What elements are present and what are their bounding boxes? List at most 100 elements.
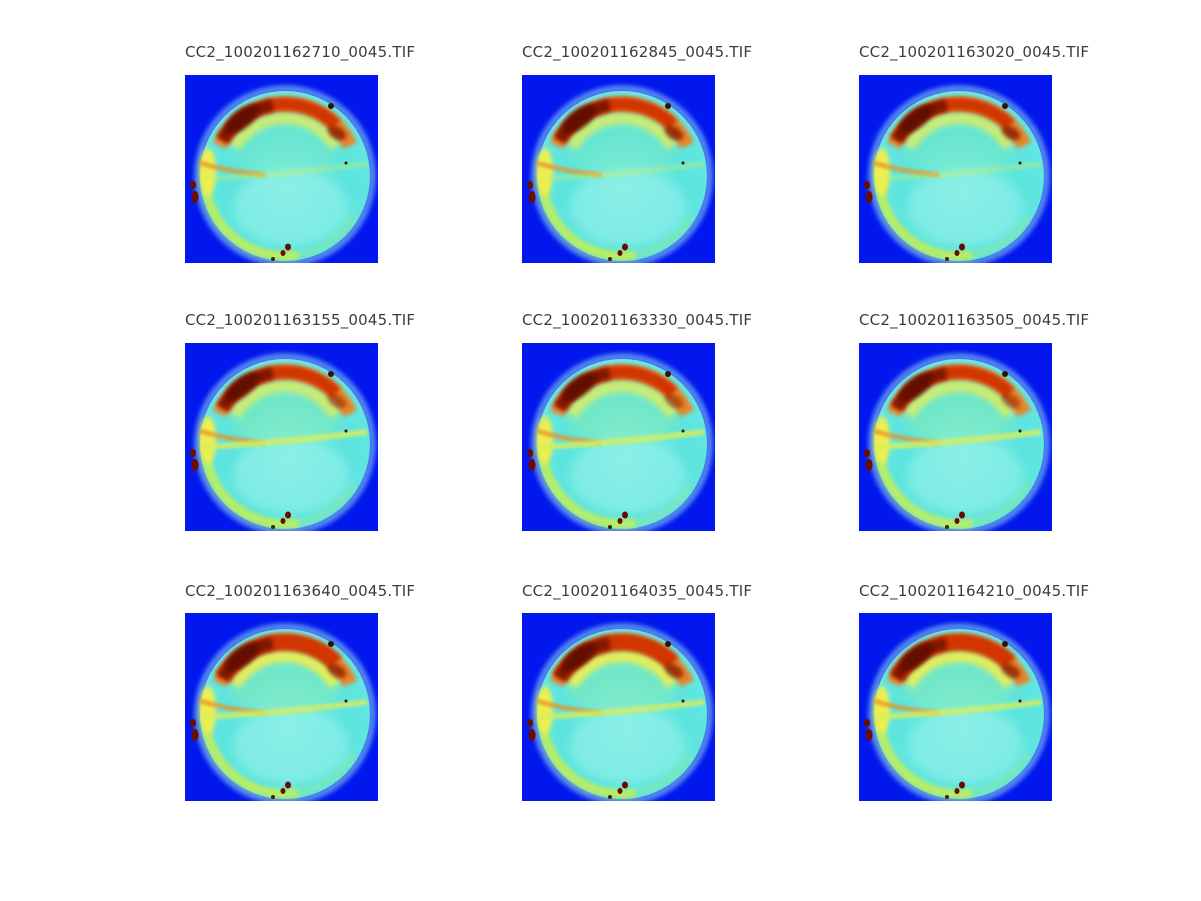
disc-lower-light	[570, 438, 686, 514]
speck-bottom-3	[945, 525, 949, 529]
speck-left-upper	[527, 181, 533, 189]
band-yellow-inner	[229, 650, 341, 689]
speck-left-upper	[864, 181, 870, 189]
speck-left-lower	[528, 459, 536, 471]
disc-halo	[194, 353, 376, 531]
figure-tile: CC2_100201163640_0045.TIF	[185, 583, 455, 801]
speck-right-mid	[681, 699, 685, 703]
speck-right-mid	[344, 429, 348, 433]
speck-group	[527, 641, 685, 799]
speck-bottom-3	[608, 525, 612, 529]
figure-tile: CC2_100201162710_0045.TIF	[185, 44, 455, 263]
disc-upper-green	[566, 389, 678, 445]
speck-bottom-3	[271, 795, 275, 799]
speck-left-lower	[865, 729, 873, 741]
disc-lower-light	[233, 170, 349, 246]
disc-lower-light	[907, 170, 1023, 246]
disc-upper-green	[903, 659, 1015, 715]
speck-bottom-2	[280, 788, 286, 794]
speck-bottom-2	[954, 250, 960, 256]
speck-top-right	[328, 103, 334, 109]
disc-upper-green	[229, 389, 341, 445]
speck-bottom-2	[617, 518, 623, 524]
speck-right-mid	[681, 429, 685, 433]
right-dark-blob	[1001, 663, 1021, 679]
tile-title: CC2_100201163330_0045.TIF	[522, 311, 753, 329]
disc-halo	[868, 85, 1050, 263]
speck-group	[864, 641, 1022, 799]
speck-left-upper	[864, 719, 870, 727]
disc-lower-light	[907, 708, 1023, 784]
speck-top-right	[665, 641, 671, 647]
figure-tile: CC2_100201163330_0045.TIF	[522, 312, 792, 531]
mid-band	[539, 429, 705, 450]
speck-left-upper	[190, 719, 196, 727]
speck-top-right	[665, 103, 671, 109]
rim-green	[298, 482, 358, 527]
figure-tile: CC2_100201164035_0045.TIF	[522, 583, 792, 801]
tile-image	[522, 343, 715, 531]
tile-title: CC2_100201163640_0045.TIF	[185, 582, 416, 600]
speck-bottom-1	[622, 511, 628, 519]
disc-upper-green	[903, 121, 1015, 177]
tile-title: CC2_100201163020_0045.TIF	[859, 43, 1090, 61]
rim-green	[972, 214, 1032, 259]
band-yellow-inner	[229, 112, 341, 151]
speck-left-lower	[865, 459, 873, 471]
rim-green	[635, 752, 695, 797]
speck-bottom-1	[285, 243, 291, 251]
band-yellow-inner	[566, 112, 678, 151]
tile-title: CC2_100201164210_0045.TIF	[859, 582, 1090, 600]
dark-red-blob	[225, 372, 259, 402]
right-dark-blob	[664, 125, 684, 141]
rim-yellow-patch	[200, 686, 216, 734]
rim-green	[972, 752, 1032, 797]
speck-bottom-3	[945, 257, 949, 261]
disc-upper-green	[229, 121, 341, 177]
rim-green	[298, 214, 358, 259]
figure-tile: CC2_100201163505_0045.TIF	[859, 312, 1129, 531]
rim-yellow-patch	[874, 148, 890, 196]
speck-right-mid	[1018, 699, 1022, 703]
dark-red-blob	[899, 642, 933, 672]
speck-right-mid	[344, 161, 348, 165]
mid-band	[876, 699, 1042, 720]
tile-image	[522, 613, 715, 801]
band-yellow-inner	[903, 650, 1015, 689]
mid-band	[202, 161, 368, 182]
speck-bottom-1	[285, 511, 291, 519]
dark-red-blob	[225, 104, 259, 134]
speck-left-upper	[190, 181, 196, 189]
disc-halo	[531, 353, 713, 531]
speck-bottom-2	[617, 788, 623, 794]
mid-band	[202, 699, 368, 720]
disc-lower-light	[570, 170, 686, 246]
speck-top-right	[328, 371, 334, 377]
speck-bottom-1	[622, 243, 628, 251]
rim-yellow-patch	[537, 686, 553, 734]
speck-bottom-2	[954, 788, 960, 794]
speck-bottom-2	[954, 518, 960, 524]
speck-bottom-3	[945, 795, 949, 799]
disc-upper-green	[903, 389, 1015, 445]
band-yellow-inner	[229, 380, 341, 419]
mid-band	[539, 161, 705, 182]
speck-group	[864, 371, 1022, 529]
tile-image	[185, 613, 378, 801]
rim-yellow-patch	[200, 148, 216, 196]
right-dark-blob	[327, 393, 347, 409]
dark-red-blob	[899, 104, 933, 134]
speck-right-mid	[681, 161, 685, 165]
figure-tile: CC2_100201163155_0045.TIF	[185, 312, 455, 531]
rim-yellow-patch	[874, 686, 890, 734]
disc-lower-light	[570, 708, 686, 784]
disc-upper-green	[566, 121, 678, 177]
disc-upper-green	[566, 659, 678, 715]
right-dark-blob	[327, 663, 347, 679]
dark-red-blob	[225, 642, 259, 672]
disc-halo	[194, 85, 376, 263]
tile-image	[859, 613, 1052, 801]
mid-band	[202, 429, 368, 450]
speck-right-mid	[1018, 161, 1022, 165]
